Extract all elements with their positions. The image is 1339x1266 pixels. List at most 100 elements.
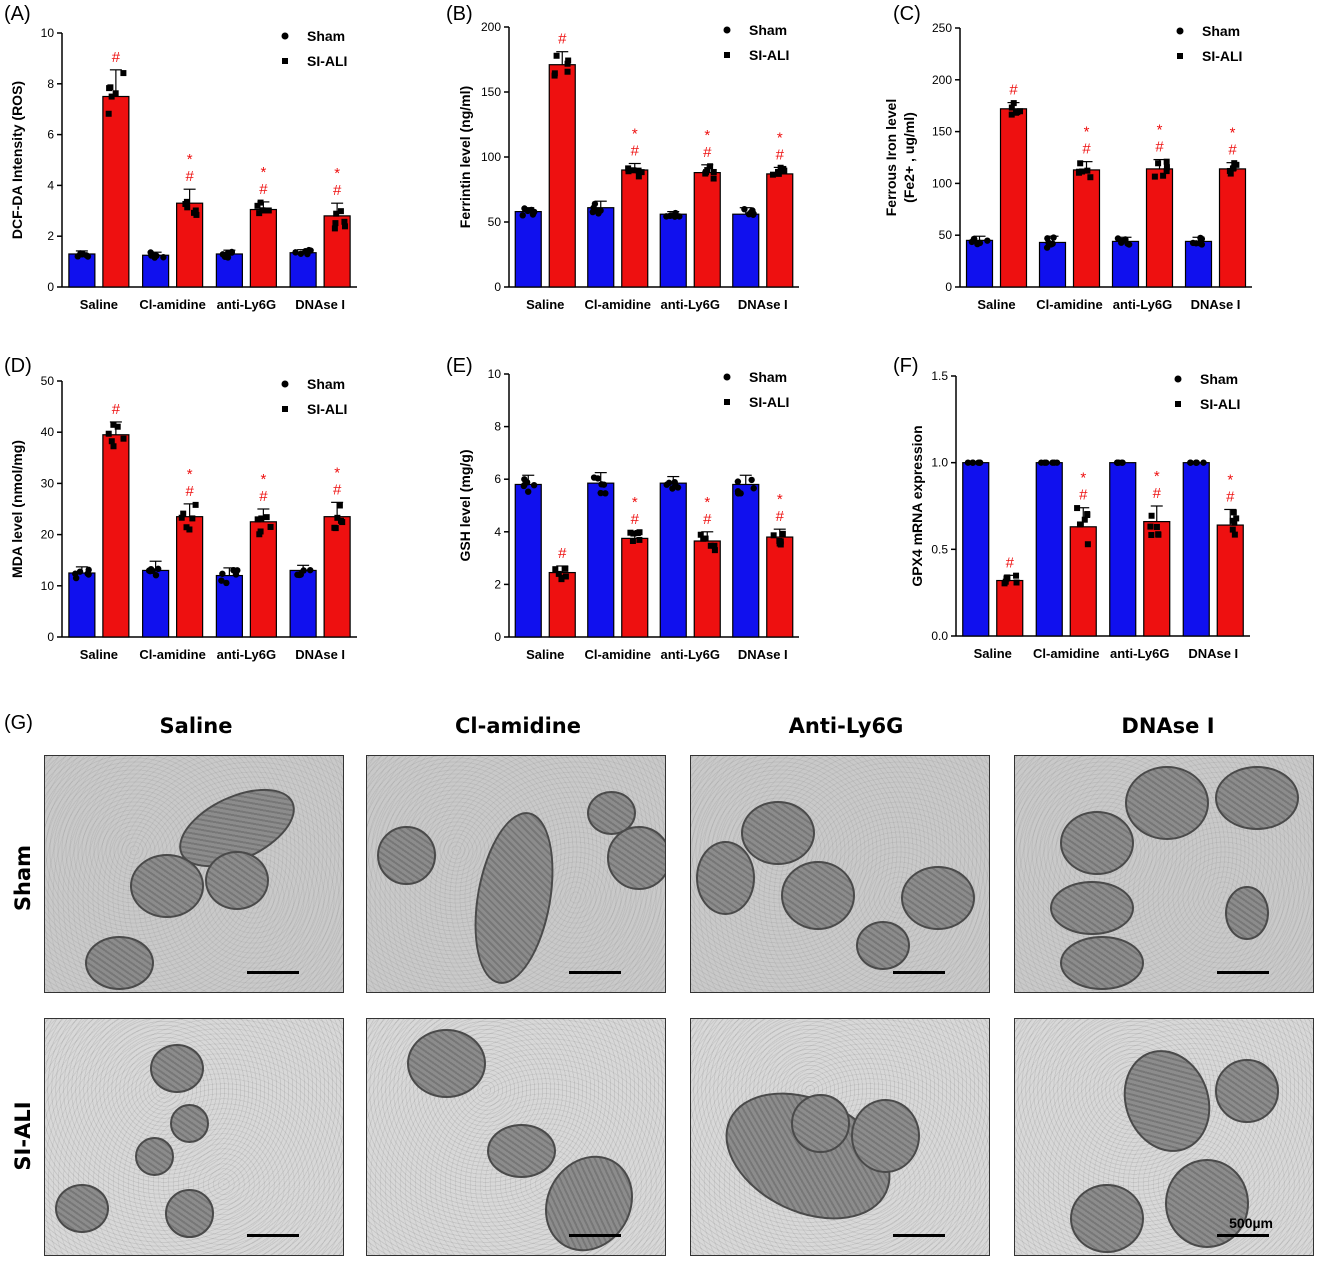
hash-mark: # (1082, 141, 1091, 158)
legend-label-si-ali: SI-ALI (307, 401, 347, 417)
data-point-si-ali (552, 566, 559, 573)
x-tick-label: Saline (80, 297, 118, 312)
data-point-si-ali (1227, 170, 1234, 177)
em-row-title-si-ali: SI-ALI (11, 1101, 35, 1171)
mitochondrion (1050, 881, 1134, 935)
bar-sham (68, 572, 96, 638)
bar-sham (142, 569, 170, 638)
data-point-sham (734, 490, 742, 497)
scale-bar (893, 971, 945, 974)
data-point-si-ali (711, 542, 718, 549)
hash-mark: # (333, 481, 342, 498)
em-image-si-ali-anti-ly6g (690, 1018, 990, 1256)
chart-3: (D) 0 10 20 30 40 50 MDA level (nmol/mg) Saline #… (4, 355, 357, 662)
scale-bar (893, 1234, 945, 1237)
data-point-si-ali (257, 528, 264, 535)
chart-0: (A) 0 2 4 6 8 10 DCF-DA Intensity (ROS) Saline # C… (4, 3, 357, 312)
y-tick-label: 10 (41, 26, 55, 40)
x-tick-label: DNAse I (738, 647, 788, 662)
bar-sham (215, 574, 243, 638)
data-point-si-ali (558, 576, 565, 583)
data-point-si-ali (1163, 168, 1170, 175)
x-tick-label: DNAse I (295, 297, 345, 312)
panel-letter: (F) (893, 355, 919, 377)
data-point-sham (1051, 459, 1058, 466)
y-axis-label: Ferrous Iron level (Fe2+ , ug/ml) (883, 99, 917, 216)
mitochondrion (170, 1104, 209, 1143)
star-mark: * (334, 165, 340, 182)
data-point-si-ali (193, 211, 200, 218)
data-point-sham (297, 250, 305, 257)
data-point-sham (589, 208, 596, 216)
data-point-sham (602, 490, 609, 497)
y-tick-label: 50 (41, 374, 55, 388)
data-point-si-ali (105, 110, 112, 117)
y-axis-label: DCF-DA Intensity (ROS) (9, 81, 25, 239)
data-point-sham (1114, 459, 1121, 466)
hash-mark: # (1228, 142, 1237, 159)
data-point-si-ali (341, 218, 348, 225)
mitochondrion (1125, 766, 1209, 840)
data-point-sham (83, 252, 90, 259)
bar-si-ali (1069, 526, 1097, 637)
em-image-sham-saline (44, 755, 344, 993)
data-point-si-ali (105, 430, 112, 437)
data-point-si-ali (341, 223, 348, 230)
bar-si-ali (548, 571, 576, 638)
data-point-si-ali (192, 501, 199, 508)
x-tick-label: anti-Ly6G (217, 647, 276, 662)
y-tick-label: 10 (41, 579, 55, 593)
x-tick-label: anti-Ly6G (217, 297, 276, 312)
bar-si-ali (102, 434, 130, 638)
y-axis-label: Ferrintin level (ng/ml) (457, 86, 473, 228)
bar-sham (514, 483, 542, 638)
data-point-sham (524, 488, 532, 495)
hash-mark: # (1009, 82, 1018, 99)
data-point-sham (1119, 459, 1126, 466)
hash-mark: # (112, 49, 121, 66)
y-tick-label: 200 (932, 73, 952, 87)
data-point-si-ali (697, 531, 704, 538)
bar-si-ali (1218, 168, 1247, 288)
data-point-si-ali (1076, 168, 1083, 175)
mitochondrion (55, 1184, 109, 1233)
x-tick-label: Saline (526, 647, 564, 662)
data-point-si-ali (711, 547, 718, 554)
star-mark: * (260, 471, 266, 488)
data-point-si-ali (1231, 531, 1238, 538)
bar-sham (1109, 462, 1137, 637)
data-point-sham (666, 212, 674, 220)
y-tick-label: 2 (47, 229, 54, 243)
bar-sham (962, 462, 990, 637)
data-point-si-ali (333, 210, 340, 217)
data-point-si-ali (1148, 531, 1155, 538)
data-point-si-ali (108, 438, 115, 445)
data-point-si-ali (1084, 511, 1091, 518)
data-point-si-ali (112, 90, 119, 97)
legend-marker-sham (281, 32, 289, 40)
legend-marker-sham (281, 380, 289, 388)
data-point-si-ali (565, 57, 572, 64)
star-mark: * (1080, 470, 1086, 487)
legend-marker-si-ali (724, 52, 730, 58)
data-point-sham (148, 252, 155, 259)
x-tick-label: DNAse I (1188, 646, 1238, 661)
x-tick-label: DNAse I (295, 647, 345, 662)
data-point-sham (1200, 459, 1207, 466)
data-point-si-ali (107, 84, 114, 91)
panel-letter-g: (G) (4, 712, 33, 734)
data-point-sham (600, 481, 608, 488)
data-point-si-ali (1076, 521, 1083, 528)
data-point-si-ali (1081, 516, 1088, 523)
star-mark: * (334, 464, 340, 481)
data-point-si-ali (702, 535, 709, 542)
y-tick-label: 0 (945, 280, 952, 294)
mitochondrion (851, 1099, 920, 1173)
legend-label-sham: Sham (1200, 371, 1238, 387)
star-mark: * (777, 129, 783, 146)
legend-marker-sham (723, 373, 731, 381)
y-tick-label: 50 (939, 228, 953, 242)
data-point-si-ali (707, 163, 714, 170)
hash-mark: # (112, 401, 121, 418)
data-point-sham (741, 205, 748, 213)
